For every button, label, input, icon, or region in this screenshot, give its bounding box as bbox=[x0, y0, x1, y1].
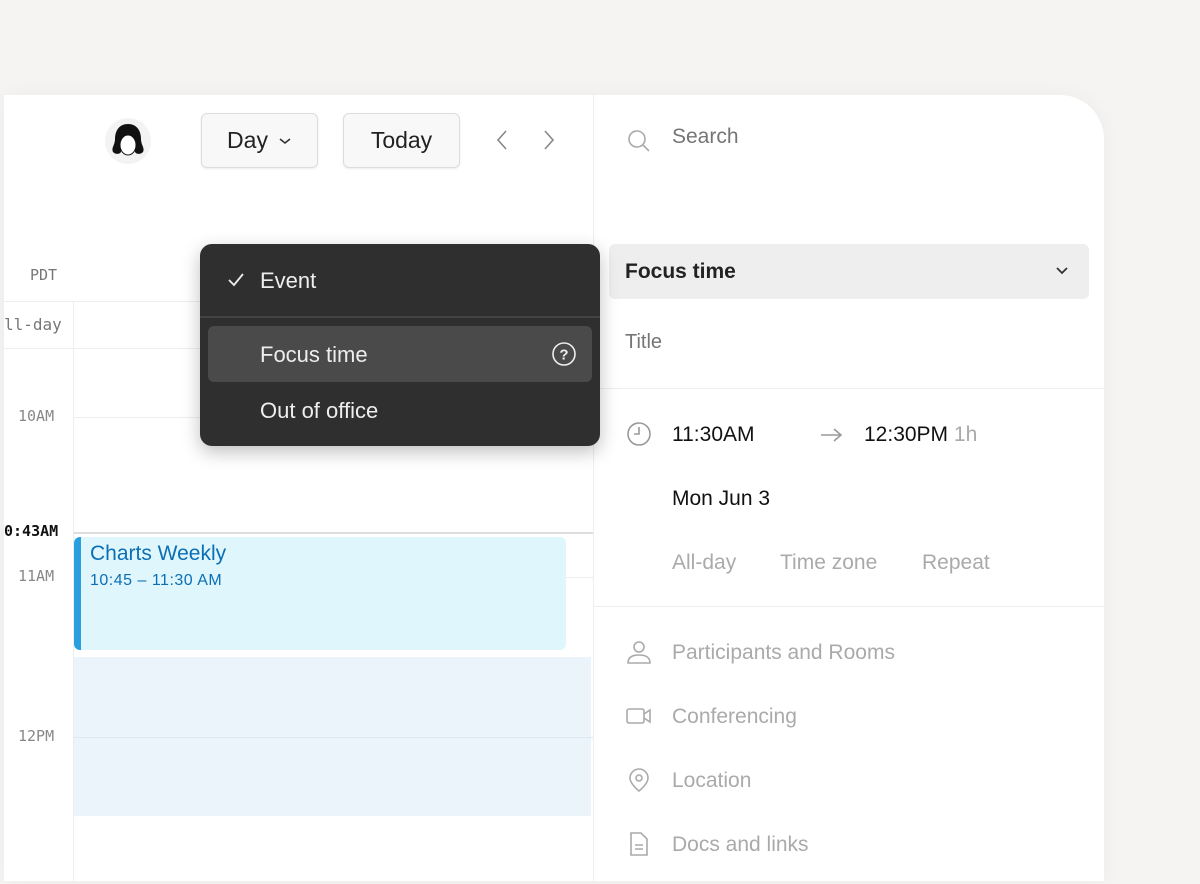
menu-item-focus-time[interactable]: Focus time ? bbox=[208, 326, 592, 382]
search-input[interactable] bbox=[672, 125, 972, 149]
hour-label: 10AM bbox=[18, 407, 55, 425]
view-select[interactable]: Day bbox=[201, 113, 318, 168]
docs-links-field[interactable]: Docs and links bbox=[672, 833, 809, 856]
event-type-select[interactable]: Focus time bbox=[609, 244, 1089, 299]
svg-text:?: ? bbox=[559, 347, 568, 364]
calendar-window: Day Today PDT ll-day 10AM 0:43AM 11AM 12… bbox=[4, 95, 1104, 881]
chevron-left-icon[interactable] bbox=[494, 128, 510, 152]
menu-item-label: Focus time bbox=[260, 342, 368, 367]
chevron-down-icon bbox=[1056, 267, 1068, 275]
chevron-down-icon bbox=[279, 137, 291, 144]
event-type-value: Focus time bbox=[625, 260, 736, 283]
today-label: Today bbox=[370, 127, 433, 153]
menu-item-out-of-office[interactable]: Out of office bbox=[200, 384, 600, 440]
today-button[interactable]: Today bbox=[343, 113, 460, 168]
allday-option[interactable]: All-day bbox=[672, 551, 737, 574]
question-circle-icon[interactable]: ? bbox=[551, 341, 577, 367]
clock-icon bbox=[627, 422, 651, 446]
end-time[interactable]: 12:30PM 1h bbox=[864, 423, 977, 447]
person-icon bbox=[627, 641, 651, 664]
location-pin-icon bbox=[629, 768, 649, 793]
event-charts-weekly[interactable]: Charts Weekly 10:45 – 11:30 AM bbox=[74, 537, 566, 650]
conferencing-field[interactable]: Conferencing bbox=[672, 705, 797, 728]
menu-item-label: Out of office bbox=[260, 398, 379, 423]
hour-label: 11AM bbox=[18, 567, 55, 585]
current-time-label: 0:43AM bbox=[4, 522, 59, 540]
end-time-value: 12:30PM bbox=[864, 423, 949, 446]
avatar[interactable] bbox=[105, 118, 151, 164]
arrow-right-icon bbox=[821, 428, 843, 442]
event-details-panel: Focus time 11:30AM 12:30PM 1h Mon Jun 3 … bbox=[593, 95, 1104, 881]
event-time: 10:45 – 11:30 AM bbox=[90, 572, 223, 589]
chevron-right-icon[interactable] bbox=[541, 128, 557, 152]
event-date[interactable]: Mon Jun 3 bbox=[672, 487, 771, 510]
current-time-line bbox=[74, 532, 593, 534]
timezone-label: PDT bbox=[30, 266, 58, 284]
view-label: Day bbox=[227, 127, 268, 153]
check-icon bbox=[228, 273, 244, 287]
hour-label: 12PM bbox=[18, 727, 55, 745]
duration: 1h bbox=[953, 423, 978, 446]
start-time[interactable]: 11:30AM bbox=[672, 423, 755, 446]
location-field[interactable]: Location bbox=[672, 769, 752, 792]
timezone-option[interactable]: Time zone bbox=[780, 551, 878, 574]
participants-field[interactable]: Participants and Rooms bbox=[672, 641, 895, 664]
repeat-option[interactable]: Repeat bbox=[922, 551, 990, 574]
title-input[interactable] bbox=[625, 331, 1065, 354]
event-type-menu: Event Focus time ? Out of office bbox=[200, 244, 600, 446]
event-title: Charts Weekly bbox=[90, 542, 227, 565]
menu-item-event[interactable]: Event bbox=[200, 244, 600, 316]
menu-item-label: Event bbox=[260, 268, 317, 293]
allday-label: ll-day bbox=[4, 315, 62, 334]
search-icon bbox=[628, 130, 650, 152]
focus-time-placeholder[interactable] bbox=[74, 657, 591, 816]
video-icon bbox=[626, 708, 651, 724]
document-icon bbox=[630, 832, 648, 856]
